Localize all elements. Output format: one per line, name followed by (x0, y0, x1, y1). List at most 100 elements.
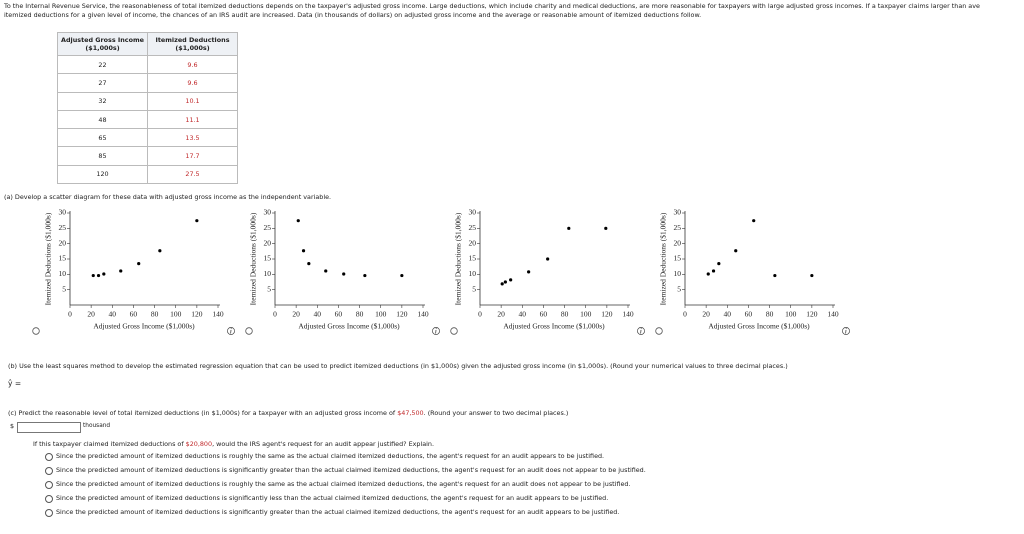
y-tick-label: 30 (59, 208, 67, 217)
option-text: Since the predicted amount of itemized d… (56, 452, 605, 460)
x-axis-label: Adjusted Gross Income ($1,000s) (503, 322, 605, 331)
unit: thousand (83, 423, 111, 429)
option-text: Since the predicted amount of itemized d… (56, 480, 631, 488)
x-tick-label: 0 (478, 310, 482, 319)
radio-button[interactable] (45, 481, 53, 489)
y-tick-label: 5 (267, 284, 271, 293)
data-point (363, 273, 367, 278)
y-tick-label: 15 (59, 254, 67, 263)
y-axis-label: Itemized Deductions ($1,000s) (659, 212, 668, 305)
data-point (102, 272, 106, 276)
y-tick-label: 10 (674, 269, 682, 278)
x-tick-label: 0 (68, 310, 72, 319)
data-point (91, 273, 95, 278)
radio-button[interactable] (32, 327, 40, 335)
y-tick-label: 25 (264, 223, 272, 232)
y-tick-label: 15 (264, 254, 272, 263)
x-tick-label: 140 (827, 310, 839, 319)
radio-button[interactable] (245, 327, 253, 335)
question: If this taxpayer claimed itemized deduct… (33, 440, 434, 449)
x-axis-label: Adjusted Gross Income ($1,000s) (708, 322, 810, 331)
y-tick-label: 10 (469, 269, 477, 278)
radio-button[interactable] (45, 467, 53, 475)
data-point (509, 278, 513, 282)
x-tick-label: 80 (151, 310, 159, 319)
y-tick-label: 25 (469, 223, 477, 232)
y-tick-label: 10 (264, 269, 272, 278)
text: $20,800 (185, 440, 213, 448)
text: . (Round your answer to two decimal plac… (423, 409, 569, 417)
data-point (400, 273, 404, 278)
x-tick-label: 0 (683, 310, 687, 319)
info-icon-dot (230, 328, 232, 330)
table-row: 48 11.1 (57, 109, 238, 130)
data-point (711, 269, 716, 273)
x-tick-label: 140 (417, 310, 429, 319)
x-tick-label: 40 (314, 310, 322, 319)
data-point (195, 219, 199, 223)
y-axis-label: Itemized Deductions ($1,000s) (454, 212, 463, 305)
data-point (717, 262, 721, 266)
y-tick-label: 5 (472, 284, 476, 293)
table-row: 85 17.7 (57, 146, 238, 166)
x-axis-label: Adjusted Gross Income ($1,000s) (298, 322, 400, 331)
y-axis-label: Itemized Deductions ($1,000s) (249, 212, 258, 305)
x-tick-label: 100 (170, 310, 182, 319)
x-tick-label: 140 (212, 310, 224, 319)
data-point (137, 262, 141, 266)
intro-line: To the Internal Revenue Service, the rea… (4, 2, 980, 10)
x-tick-label: 40 (724, 310, 732, 319)
header-text: ($1,000s) (175, 44, 210, 52)
y-tick-label: 25 (59, 223, 67, 232)
x-tick-label: 120 (191, 310, 203, 319)
y-axis-label: Itemized Deductions ($1,000s) (44, 212, 53, 305)
answer-input[interactable] (17, 422, 81, 433)
x-tick-label: 20 (87, 310, 95, 319)
x-tick-label: 40 (519, 310, 527, 319)
data-point (307, 262, 311, 266)
option-text: Since the predicted amount of itemized d… (56, 466, 646, 474)
radio-button[interactable] (655, 327, 663, 335)
x-tick-label: 120 (396, 310, 408, 319)
x-tick-label: 60 (540, 310, 548, 319)
table-row: 32 10.1 (57, 91, 238, 111)
x-tick-label: 80 (766, 310, 774, 319)
data-table: Adjusted Gross Income ($1,000s) Itemized D… (57, 32, 238, 185)
header-text: Adjusted Gross Income (61, 36, 144, 44)
info-icon-dot (435, 328, 437, 330)
y-tick-label: 20 (59, 238, 67, 247)
x-tick-label: 20 (292, 310, 300, 319)
x-tick-label: 100 (580, 310, 592, 319)
x-tick-label: 60 (335, 310, 343, 319)
header-row: Adjusted Gross Income ($1,000s) Itemized D… (57, 32, 238, 56)
part-a: (a) Develop a scatter diagram for these … (4, 193, 332, 201)
radio-button[interactable] (45, 509, 53, 517)
text: $47,500 (397, 409, 424, 417)
x-tick-label: 120 (601, 310, 613, 319)
x-tick-label: 80 (356, 310, 364, 319)
table-row: 120 27.5 (57, 164, 238, 185)
x-tick-label: 120 (806, 310, 818, 319)
y-tick-label: 15 (469, 254, 477, 263)
currency: $ (10, 422, 15, 430)
text: If this taxpayer claimed itemized deduct… (33, 440, 186, 448)
text: (c) Predict the reasonable level of tota… (8, 409, 398, 417)
part-b: (b) Use the least squares method to deve… (8, 362, 788, 370)
y-tick-label: 30 (469, 208, 477, 217)
data-point (324, 269, 328, 273)
table-cell: 27.5 (147, 164, 238, 185)
radio-button[interactable] (45, 495, 53, 503)
data-point (296, 219, 300, 223)
radio-button[interactable] (45, 453, 53, 461)
data-point (503, 280, 507, 284)
data-point (527, 270, 531, 274)
y-tick-label: 30 (264, 208, 272, 217)
data-point (706, 272, 710, 276)
radio-button[interactable] (450, 327, 458, 335)
x-tick-label: 80 (561, 310, 569, 319)
x-tick-label: 60 (745, 310, 753, 319)
x-tick-label: 100 (785, 310, 797, 319)
text: , would the IRS agent's request for an a… (212, 440, 434, 448)
y-tick-label: 5 (62, 284, 66, 293)
